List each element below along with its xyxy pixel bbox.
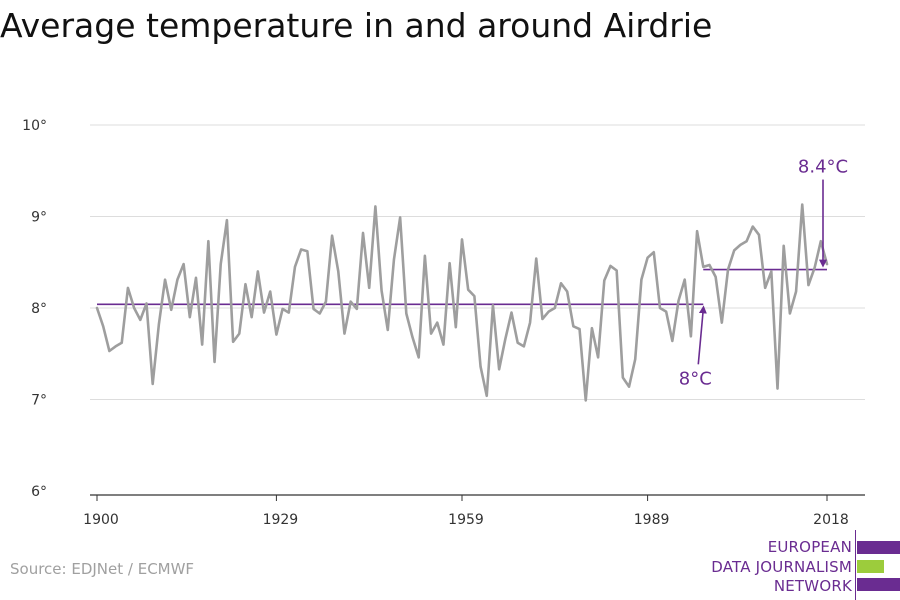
x-tick-label-2018: 2018 xyxy=(813,512,849,528)
logo-line-2: DATA JOURNALISM xyxy=(711,558,852,576)
annotation-label-1: 8°C xyxy=(679,368,712,389)
source-note: Source: EDJNet / ECMWF xyxy=(10,560,195,578)
x-tick-label-1900: 1900 xyxy=(83,512,119,528)
x-tick-label-1959: 1959 xyxy=(448,512,484,528)
y-tick-label-8: 8° xyxy=(31,301,47,317)
annotations: 8°C 8.4°C xyxy=(679,157,848,390)
annotation-label-2: 8.4°C xyxy=(798,157,848,178)
y-tick-label-9: 9° xyxy=(31,210,47,226)
y-tick-label-7: 7° xyxy=(31,393,47,409)
x-tick-label-1989: 1989 xyxy=(634,512,670,528)
edjnet-logo: EUROPEAN DATA JOURNALISM NETWORK xyxy=(700,530,900,600)
temperature-line xyxy=(95,203,829,402)
logo-line-3: NETWORK xyxy=(773,577,852,595)
annotation-arrow-1 xyxy=(697,305,707,365)
y-axis: 6° 7° 8° 9° 10° xyxy=(22,118,47,500)
logo-line-1: EUROPEAN xyxy=(767,538,852,556)
y-tick-label-10: 10° xyxy=(22,118,47,134)
x-axis: 1900 1929 1959 1989 2018 xyxy=(83,494,865,528)
x-tick-label-1929: 1929 xyxy=(263,512,299,528)
temperature-series xyxy=(95,203,829,402)
logo-divider xyxy=(855,530,856,600)
logo-bar-purple-bottom xyxy=(857,578,900,591)
y-tick-label-6: 6° xyxy=(31,484,47,500)
chart-title: Average temperature in and around Airdri… xyxy=(0,6,713,45)
logo-bar-green xyxy=(857,560,884,573)
logo-bar-purple-top xyxy=(857,541,900,554)
